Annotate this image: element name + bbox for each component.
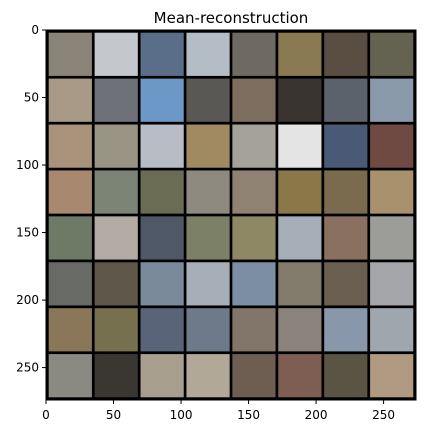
image-tile [370, 216, 414, 260]
image-tile [186, 78, 230, 122]
image-tile [232, 124, 276, 168]
image-tile [140, 262, 184, 306]
image-tile [278, 308, 322, 352]
image-tile [140, 32, 184, 76]
image-tile [48, 216, 92, 260]
image-tile [140, 78, 184, 122]
image-tile [232, 170, 276, 214]
image-tile [140, 216, 184, 260]
image-tile [370, 354, 414, 398]
image-tile [48, 308, 92, 352]
image-tile [324, 32, 368, 76]
image-tile [278, 262, 322, 306]
image-tile [278, 78, 322, 122]
image-tile [370, 170, 414, 214]
image-tile [278, 124, 322, 168]
image-tile [48, 32, 92, 76]
image-tiles [48, 32, 414, 398]
image-tile [278, 32, 322, 76]
image-tile [94, 124, 138, 168]
image-tile [278, 216, 322, 260]
image-tile [94, 78, 138, 122]
chart-title: Mean-reconstruction [154, 9, 309, 27]
image-tile [324, 170, 368, 214]
image-tile [94, 354, 138, 398]
image-tile [324, 124, 368, 168]
x-tick-label: 100 [170, 408, 193, 422]
image-tile [186, 354, 230, 398]
x-tick-label: 250 [372, 408, 395, 422]
image-tile [48, 170, 92, 214]
image-tile [232, 308, 276, 352]
image-tile [94, 308, 138, 352]
image-tile [324, 354, 368, 398]
image-tile [370, 124, 414, 168]
image-tile [370, 308, 414, 352]
x-tick-label: 0 [42, 408, 50, 422]
image-tile [94, 170, 138, 214]
image-tile [324, 78, 368, 122]
image-tile [370, 78, 414, 122]
image-tile [48, 124, 92, 168]
image-tile [370, 32, 414, 76]
x-tick-label: 50 [106, 408, 121, 422]
image-tile [140, 124, 184, 168]
image-tile [140, 308, 184, 352]
y-tick-label: 100 [16, 158, 39, 172]
image-tile [370, 262, 414, 306]
image-tile [324, 262, 368, 306]
image-tile [94, 216, 138, 260]
x-axis: 0 50 100 150 200 250 [42, 400, 395, 422]
image-tile [94, 262, 138, 306]
y-axis: 0 50 100 150 200 250 [16, 23, 46, 375]
y-tick-label: 150 [16, 226, 39, 240]
image-tile [278, 354, 322, 398]
plot-area [46, 30, 416, 400]
image-tile [324, 308, 368, 352]
y-tick-label: 50 [24, 91, 39, 105]
x-tick-label: 200 [305, 408, 328, 422]
plot-frame [45, 29, 417, 401]
image-tile [324, 216, 368, 260]
x-tick-label: 150 [237, 408, 260, 422]
image-tile [232, 262, 276, 306]
image-tile [48, 78, 92, 122]
image-tile [232, 354, 276, 398]
image-tile [94, 32, 138, 76]
y-tick-label: 200 [16, 293, 39, 307]
image-tile [140, 354, 184, 398]
image-tile [232, 78, 276, 122]
image-tile [232, 32, 276, 76]
image-tile [232, 216, 276, 260]
image-tile [186, 170, 230, 214]
image-tile [48, 262, 92, 306]
image-tile [48, 354, 92, 398]
image-tile [186, 124, 230, 168]
y-tick-label: 0 [31, 23, 39, 37]
y-tick-label: 250 [16, 361, 39, 375]
image-tile [186, 216, 230, 260]
image-tile [186, 308, 230, 352]
image-tile [140, 170, 184, 214]
image-tile [278, 170, 322, 214]
image-tile [186, 32, 230, 76]
image-tile [186, 262, 230, 306]
